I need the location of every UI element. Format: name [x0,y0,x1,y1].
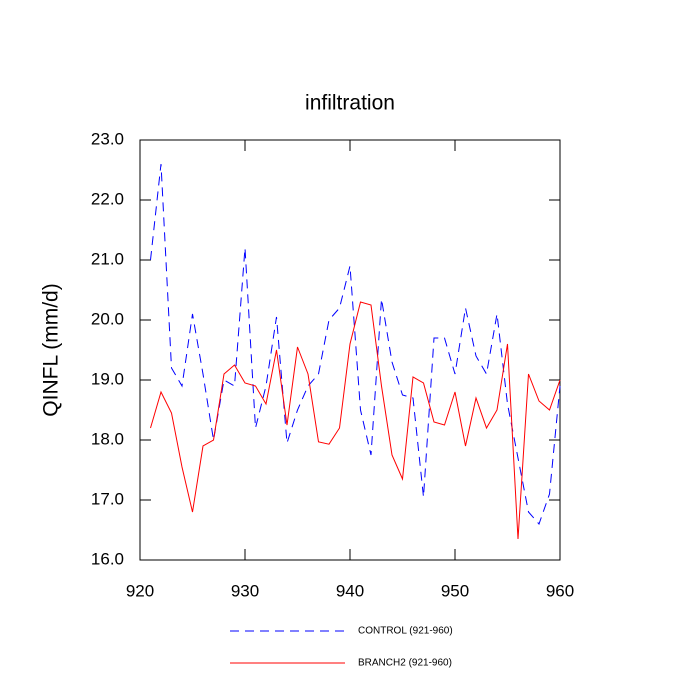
legend-label: CONTROL (921-960) [358,626,453,637]
plot-frame [139,139,561,561]
x-tick-label: 960 [546,581,574,600]
chart-title: infiltration [305,92,395,115]
series-line [150,301,561,540]
y-axis-label: QINFL (mm/d) [40,283,63,416]
y-tick-label: 18.0 [91,429,124,448]
x-tick-label: 940 [336,581,364,600]
y-tick-label: 20.0 [91,309,124,328]
y-tick-label: 22.0 [91,189,124,208]
legend-label: BRANCH2 (921-960) [358,658,452,669]
y-tick-label: 23.0 [91,129,124,148]
y-tick-label: 21.0 [91,249,124,268]
y-tick-label: 17.0 [91,489,124,508]
y-tick-label: 19.0 [91,369,124,388]
x-tick-label: 930 [231,581,259,600]
series-line [150,163,561,525]
y-tick-label: 16.0 [91,549,124,568]
x-tick-label: 920 [126,581,154,600]
x-tick-label: 950 [441,581,469,600]
